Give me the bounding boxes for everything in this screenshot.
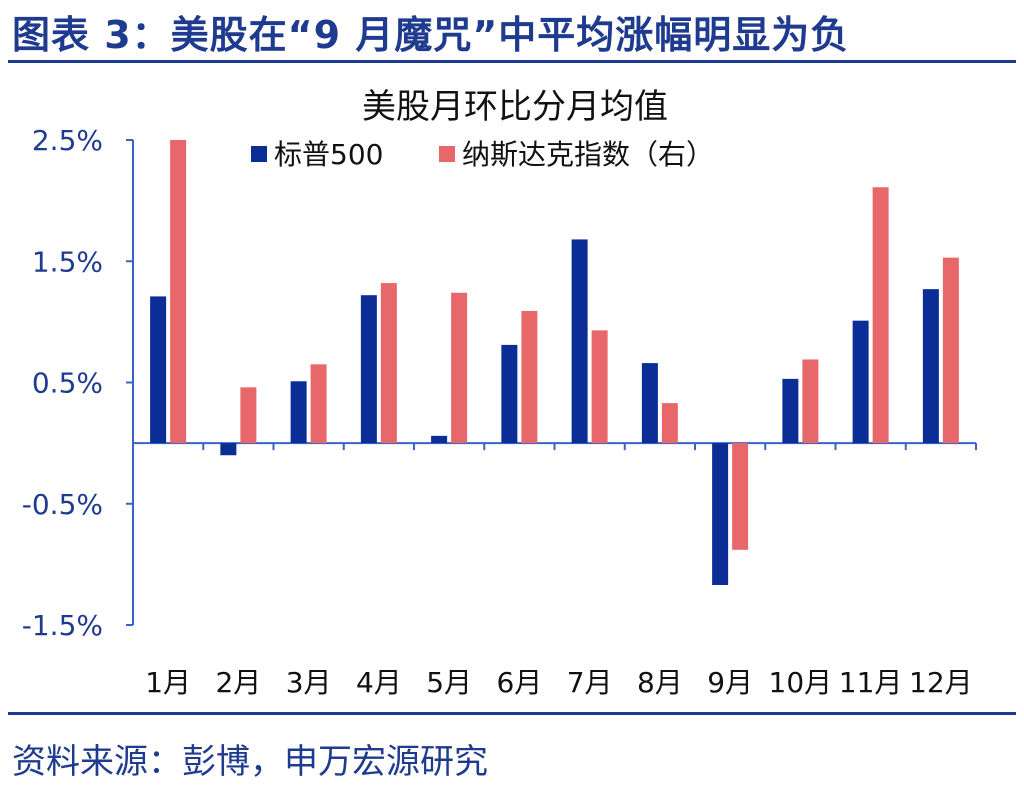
legend: 标普500 纳斯达克指数（右） xyxy=(251,138,714,171)
x-tick-label: 8月 xyxy=(637,666,683,699)
bar-nasdaq xyxy=(802,359,819,444)
bar-nasdaq xyxy=(170,140,187,444)
x-tick-label: 5月 xyxy=(426,666,472,699)
x-tick-label: 2月 xyxy=(215,666,261,699)
bar-nasdaq xyxy=(661,403,678,444)
bar-nasdaq xyxy=(380,283,397,444)
y-tick-label: -1.5% xyxy=(22,609,103,642)
bar-sp500 xyxy=(501,344,518,444)
y-tick-label: 0.5% xyxy=(32,367,103,400)
chart: 美股月环比分月均值 标普500 纳斯达克指数（右） 2.5% 1.5% 0.5% -0… xyxy=(22,87,977,699)
x-tick-label: 7月 xyxy=(567,666,613,699)
source-note: 资料来源：彭博，申万宏源研究 xyxy=(12,742,488,782)
bar-nasdaq xyxy=(451,292,468,444)
bar-nasdaq xyxy=(591,330,608,444)
legend-label-nasdaq: 纳斯达克指数（右） xyxy=(462,138,714,171)
x-tick-label: 3月 xyxy=(286,666,332,699)
bar-sp500 xyxy=(571,239,588,444)
bar-nasdaq xyxy=(942,257,959,444)
bar-sp500 xyxy=(852,320,869,444)
legend-label-sp500: 标普500 xyxy=(274,138,383,171)
bar-nasdaq xyxy=(310,364,327,444)
x-tick-label: 4月 xyxy=(356,666,402,699)
bar-sp500 xyxy=(150,296,167,444)
x-tick-label: 11月 xyxy=(839,666,903,699)
bar-sp500 xyxy=(782,378,799,444)
bar-sp500 xyxy=(220,443,237,456)
bar-nasdaq xyxy=(521,310,538,444)
bar-nasdaq xyxy=(732,443,749,550)
figure-title: 图表 3：美股在“9 月魔咒”中平均涨幅明显为负 xyxy=(12,13,850,57)
bar-sp500 xyxy=(922,289,939,444)
x-tick-label: 1月 xyxy=(145,666,191,699)
x-tick-label: 6月 xyxy=(496,666,542,699)
y-tick-label: -0.5% xyxy=(22,488,103,521)
legend-swatch-nasdaq xyxy=(439,146,455,162)
title-divider xyxy=(8,60,1016,63)
bottom-divider xyxy=(8,712,1016,715)
x-tick-label: 9月 xyxy=(707,666,753,699)
bar-sp500 xyxy=(712,443,729,585)
y-tick-label: 1.5% xyxy=(32,245,103,278)
bar-nasdaq xyxy=(240,387,257,444)
x-tick-label: 12月 xyxy=(909,666,973,699)
bar-nasdaq xyxy=(872,187,889,444)
bar-sp500 xyxy=(290,381,307,444)
bar-sp500 xyxy=(641,363,658,444)
chart-title: 美股月环比分月均值 xyxy=(362,87,668,127)
legend-swatch-sp500 xyxy=(251,146,267,162)
x-tick-label: 10月 xyxy=(769,666,833,699)
bar-sp500 xyxy=(431,435,448,444)
y-tick-label: 2.5% xyxy=(32,124,103,157)
bar-sp500 xyxy=(360,295,377,444)
